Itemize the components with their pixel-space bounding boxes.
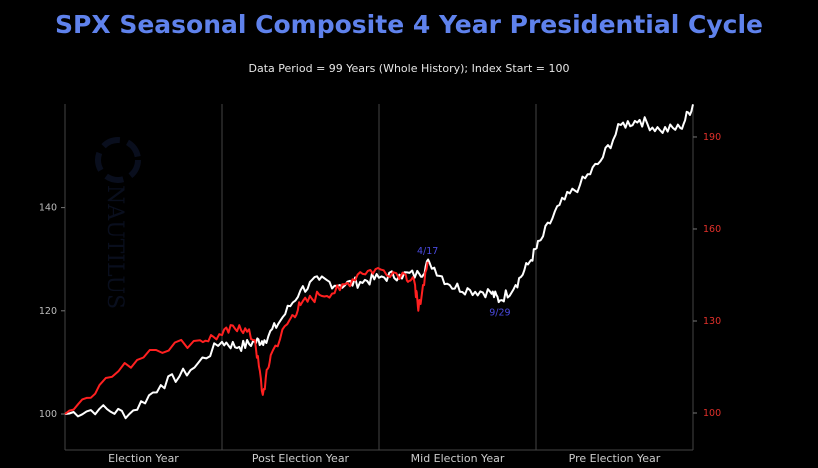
x-category-label: Mid Election Year xyxy=(411,452,505,465)
right-tick-label: 190 xyxy=(703,132,721,143)
right-tick-label: 100 xyxy=(703,408,721,419)
chart-title: SPX Seasonal Composite 4 Year Presidenti… xyxy=(55,10,763,39)
x-category-label: Election Year xyxy=(108,452,179,465)
svg-text:NAUTILUS: NAUTILUS xyxy=(102,185,127,309)
x-category-label: Pre Election Year xyxy=(569,452,661,465)
chart-subtitle: Data Period = 99 Years (Whole History); … xyxy=(248,62,570,75)
right-tick-label: 130 xyxy=(703,316,721,327)
composite-series-line xyxy=(64,104,694,420)
left-tick-label: 120 xyxy=(39,306,57,317)
x-category-label: Post Election Year xyxy=(252,452,350,465)
annotation-label: 4/17 xyxy=(417,246,438,257)
left-tick-label: 140 xyxy=(39,203,57,214)
current-cycle-series-line xyxy=(64,261,429,415)
left-tick-label: 100 xyxy=(39,409,57,420)
annotation-label: 9/29 xyxy=(489,307,510,318)
right-tick-label: 160 xyxy=(703,224,721,235)
watermark-logo: NAUTILUS xyxy=(95,137,141,309)
